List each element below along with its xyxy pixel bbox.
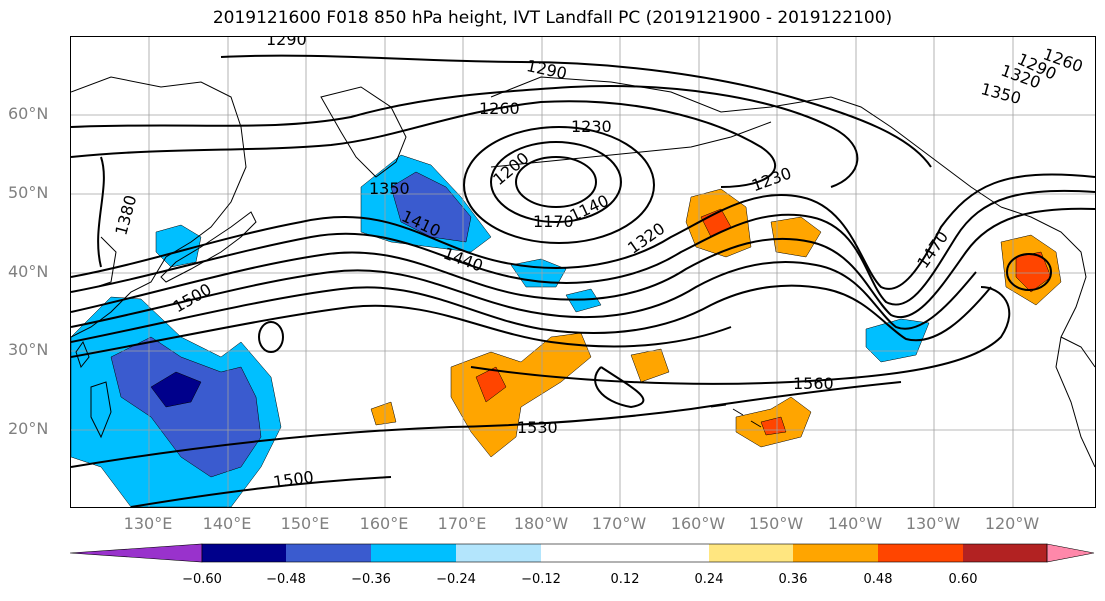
map-canvas: 1290 1290 1260 1230 1200 1140 1170 1320 …: [71, 37, 1095, 507]
contour-1320: [71, 173, 1095, 290]
contour-1230: [71, 100, 776, 188]
coast-japan: [160, 211, 257, 283]
contour-california-low: [1006, 253, 1052, 291]
colorbar-bin: [963, 544, 1047, 562]
lon-label-150w: 150°W: [748, 514, 804, 533]
contour-label: 1200: [489, 148, 532, 189]
contour-label: 1320: [624, 219, 668, 258]
coast-philippines: [90, 381, 112, 439]
height-contours: [71, 54, 1095, 507]
lon-label-170w: 170°W: [591, 514, 647, 533]
contour-label: 1560: [793, 374, 834, 393]
contour-1530: [71, 381, 902, 468]
colorbar-bin: [541, 544, 625, 562]
colorbar-bin: [286, 544, 371, 562]
negative-shading-westpac-core: [110, 336, 262, 478]
lon-label-130e: 130°E: [123, 514, 173, 533]
colorbar-bin: [371, 544, 456, 562]
lat-label-40n: 40°N: [8, 262, 49, 281]
colorbar-tick: −0.60: [182, 572, 222, 587]
lon-label-160e: 160°E: [359, 514, 409, 533]
positive-shading-mid: [630, 348, 670, 383]
contour-label: 1260: [479, 99, 520, 118]
contour-label: 1230: [571, 117, 612, 136]
contour-label: 1350: [369, 179, 410, 198]
contour-label: 1170: [533, 212, 574, 231]
lon-label-140e: 140°E: [202, 514, 252, 533]
colorbar-outline: [201, 543, 1048, 563]
contour-label: 1290: [266, 37, 307, 49]
contour-1500-south: [130, 476, 392, 507]
contour-label: 1380: [111, 193, 140, 237]
positive-shading-small: [370, 401, 397, 426]
colorbar-tick: 0.48: [863, 572, 893, 587]
colorbar-tick: −0.36: [351, 572, 391, 587]
colorbar-bin: [456, 544, 541, 562]
contour-label: 1470: [913, 228, 952, 272]
map-panel: 1290 1290 1260 1230 1200 1140 1170 1320 …: [70, 36, 1096, 508]
contour-30n-small: [258, 321, 284, 353]
colorbar-extend-low: [69, 543, 203, 563]
lon-label-150e: 150°E: [280, 514, 330, 533]
contour-low-1200: [463, 126, 655, 244]
lon-label-160w: 160°W: [670, 514, 726, 533]
coast-taiwan: [75, 340, 90, 369]
coast-kamchatka: [320, 86, 407, 178]
lat-label-30n: 30°N: [8, 340, 49, 359]
contour-label: 1230: [749, 163, 794, 195]
contour-label: 1530: [517, 418, 558, 437]
contour-low-center: [515, 156, 597, 208]
coast-mexico: [1060, 336, 1095, 368]
colorbar-bin: [709, 544, 793, 562]
colorbar-bin: [202, 544, 286, 562]
colorbar-bin: [793, 544, 878, 562]
contour-label: 1500: [170, 280, 215, 317]
positive-shading-hawaii-core: [760, 416, 787, 436]
contour-1350: [71, 189, 1095, 306]
lat-label-60n: 60°N: [8, 104, 49, 123]
positive-shading-california-core: [1015, 251, 1052, 293]
coast-northamerica: [1000, 206, 1095, 468]
colorbar-tick: 0.12: [610, 572, 640, 587]
lat-label-20n: 20°N: [8, 419, 49, 438]
lon-label-130w: 130°W: [905, 514, 961, 533]
lon-label-140w: 140°W: [827, 514, 883, 533]
positive-shading-gulf-2: [770, 216, 822, 258]
colorbar-tick: 0.36: [778, 572, 808, 587]
ivt-shading: [71, 154, 1062, 507]
contour-1440: [71, 260, 977, 330]
colorbar-tick: −0.24: [436, 572, 476, 587]
lat-label-50n: 50°N: [8, 183, 49, 202]
colorbar-tick: −0.48: [266, 572, 306, 587]
positive-shading-central: [450, 332, 592, 458]
contour-label: 1290: [525, 56, 569, 83]
coast-asia: [71, 76, 247, 338]
contour-1260: [71, 85, 859, 188]
colorbar-extend-high: [1046, 543, 1095, 563]
contour-1500-north: [71, 304, 732, 358]
coast-alaska: [490, 76, 1002, 208]
contour-1290: [220, 54, 932, 168]
contour-1560: [470, 286, 1011, 385]
contour-1410: [71, 207, 1095, 319]
lon-label-180w: 180°W: [513, 514, 569, 533]
colorbar-tick: 0.24: [694, 572, 724, 587]
coastlines: [71, 76, 1095, 468]
contour-1380: [97, 156, 105, 268]
contour-1560-closed: [594, 366, 645, 409]
lon-label-170e: 170°E: [437, 514, 487, 533]
contour-low-1170: [490, 141, 622, 223]
colorbar-bin: [878, 544, 963, 562]
negative-shading-npac-core: [390, 171, 472, 243]
colorbar-tick: 0.60: [948, 572, 978, 587]
map-title: 2019121600 F018 850 hPa height, IVT Land…: [212, 8, 893, 28]
colorbar: [69, 543, 1095, 563]
colorbar-bin: [625, 544, 709, 562]
coast-aleutians: [490, 121, 772, 168]
contour-label: 1500: [272, 467, 315, 491]
colorbar-tick: −0.12: [521, 572, 561, 587]
lon-label-120w: 120°W: [984, 514, 1040, 533]
negative-shading-westpac-min: [150, 371, 202, 408]
contour-1470: [71, 284, 992, 343]
